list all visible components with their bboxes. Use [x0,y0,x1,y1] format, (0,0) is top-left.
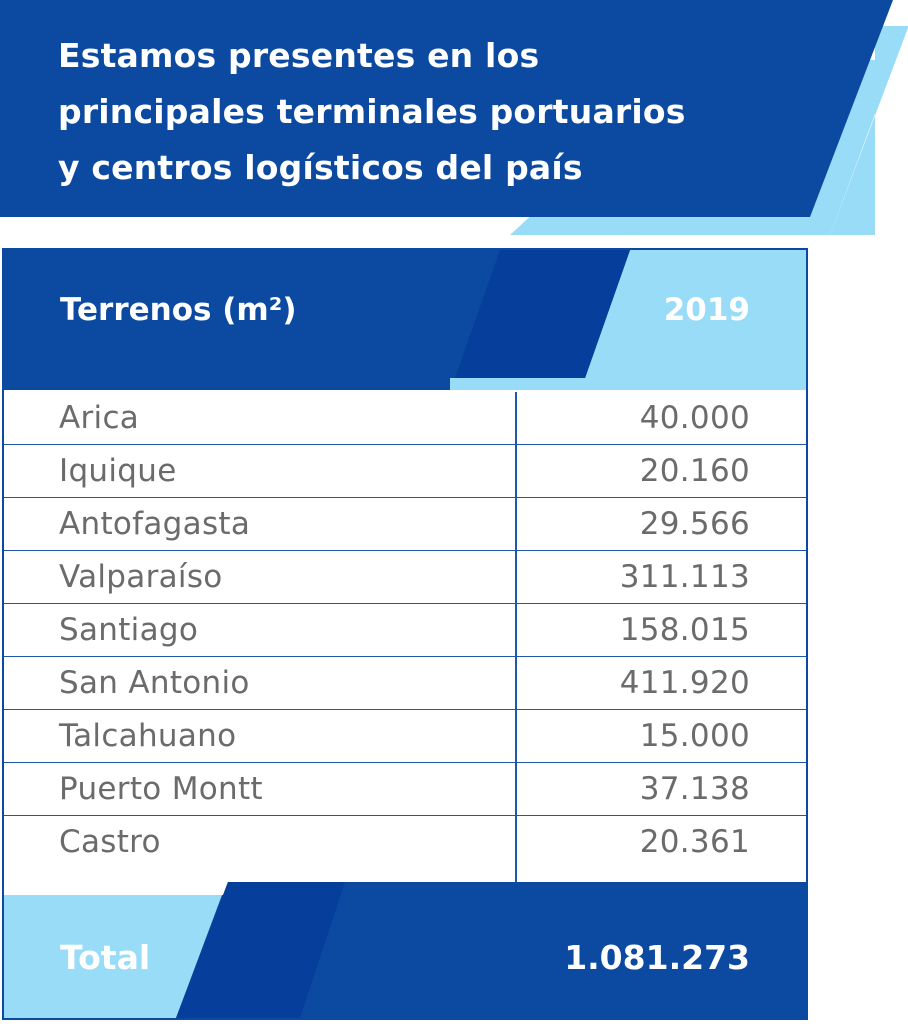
title-line-1: Estamos presentes en los [58,36,540,75]
row-value: 20.160 [639,453,750,489]
page-title: Estamos presentes en los principales ter… [58,28,798,196]
row-location: Arica [59,400,140,436]
row-location: Talcahuano [59,718,237,754]
column-header-year: 2019 [663,292,750,328]
row-location: Puerto Montt [59,771,263,807]
row-value: 158.015 [619,612,750,648]
table-row: Santiago 158.015 [4,604,806,657]
row-value: 40.000 [639,400,750,436]
title-line-3: y centros logísticos del país [58,148,583,187]
title-banner [0,0,908,235]
row-value: 15.000 [639,718,750,754]
row-value: 37.138 [639,771,750,807]
column-divider [515,392,517,882]
row-location: Antofagasta [59,506,251,542]
table-row: Talcahuano 15.000 [4,710,806,763]
table-row: Iquique 20.160 [4,445,806,498]
total-label: Total [60,938,151,977]
total-value: 1.081.273 [564,938,750,977]
row-value: 411.920 [619,665,750,701]
row-location: Iquique [59,453,177,489]
row-value: 29.566 [639,506,750,542]
table-body: Arica 40.000 Iquique 20.160 Antofagasta … [4,392,806,869]
table-row: Arica 40.000 [4,392,806,445]
row-location: San Antonio [59,665,250,701]
row-value: 311.113 [619,559,750,595]
row-location: Castro [59,824,161,860]
table-row: Castro 20.361 [4,816,806,869]
title-line-2: principales terminales portuarios [58,92,686,131]
row-location: Santiago [59,612,199,648]
banner-accent-shape [510,26,908,235]
table-row: Puerto Montt 37.138 [4,763,806,816]
column-header-terrenos: Terrenos (m²) [60,292,297,328]
table-row: San Antonio 411.920 [4,657,806,710]
row-location: Valparaíso [59,559,223,595]
banner-main-shape [0,0,893,217]
row-value: 20.361 [639,824,750,860]
table-row: Antofagasta 29.566 [4,498,806,551]
table-row: Valparaíso 311.113 [4,551,806,604]
